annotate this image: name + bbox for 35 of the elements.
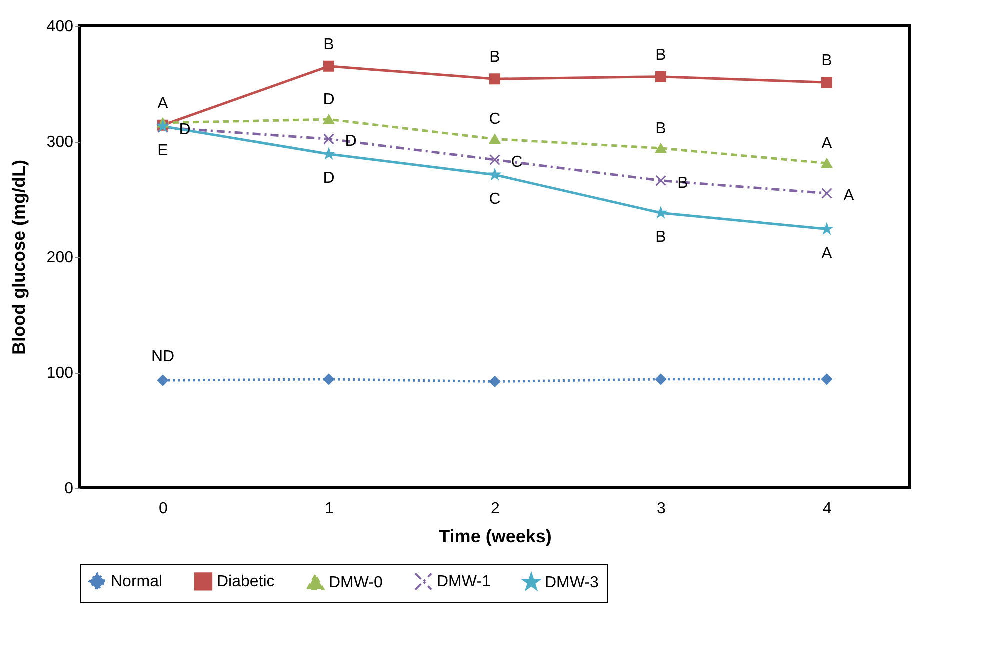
annotation: D	[345, 133, 357, 150]
annotation: D	[323, 170, 335, 188]
annotation: ND	[151, 348, 175, 366]
annotation: C	[489, 111, 501, 128]
annotation: A	[844, 187, 855, 204]
y-tick-label: 100	[46, 365, 74, 382]
annotation: B	[822, 52, 832, 70]
y-axis-title: Blood glucose (mg/dL)	[8, 160, 29, 355]
annotation: B	[656, 46, 666, 64]
legend-label: DMW-0	[329, 574, 384, 592]
legend-label: Normal	[111, 574, 163, 591]
annotation: C	[511, 154, 523, 171]
x-tick-label: 2	[491, 500, 500, 518]
x-tick-label: 1	[325, 500, 334, 518]
annotation: E	[158, 142, 168, 160]
legend-label: Diabetic	[217, 574, 275, 591]
x-tick-label: 3	[657, 500, 666, 518]
y-tick-label: 200	[46, 250, 74, 266]
x-tick-label: 4	[823, 500, 832, 518]
annotation: D	[323, 92, 335, 109]
annotation: B	[656, 229, 666, 246]
annotation: B	[656, 120, 666, 138]
legend-label: DMW-3	[545, 574, 600, 592]
annotation: A	[822, 135, 833, 152]
annotation: B	[324, 36, 334, 54]
legend-label: DMW-1	[437, 574, 492, 591]
annotation: B	[490, 49, 500, 66]
y-tick-label: 400	[46, 18, 74, 36]
annotation: C	[489, 190, 501, 208]
annotation: A	[158, 95, 169, 112]
x-axis-title: Time (weeks)	[439, 526, 552, 546]
annotation: A	[822, 245, 833, 262]
x-tick-label: 0	[159, 500, 168, 518]
y-tick-label: 0	[64, 480, 74, 498]
y-tick-label: 300	[46, 134, 74, 151]
